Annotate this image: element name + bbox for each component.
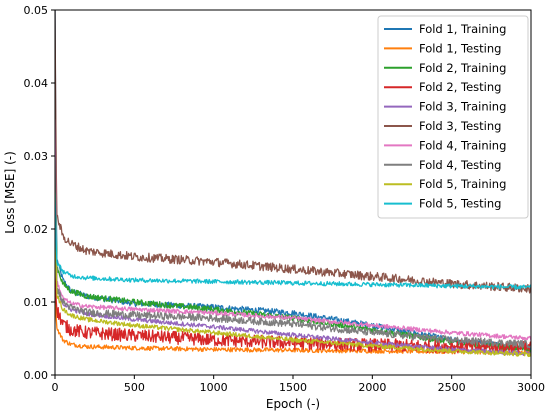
x-axis: 0 500 1000 1500 2000 2500 3000: [52, 375, 545, 394]
legend-entry: Fold 2, Training: [419, 61, 506, 75]
y-tick-label: 0.05: [24, 4, 49, 17]
x-tick-label: 0: [52, 381, 59, 394]
legend-box: [377, 15, 529, 219]
y-tick-label: 0.03: [24, 150, 49, 163]
y-axis: 0.00 0.01 0.02 0.03 0.04 0.05: [24, 4, 55, 382]
legend-entry: Fold 3, Training: [419, 100, 506, 114]
legend-entry: Fold 5, Testing: [419, 197, 501, 211]
legend-entry: Fold 4, Testing: [419, 158, 501, 172]
legend-entry: Fold 2, Testing: [419, 80, 501, 94]
x-tick-label: 2500: [438, 381, 466, 394]
legend-entry: Fold 5, Training: [419, 177, 506, 191]
x-tick-label: 2000: [358, 381, 386, 394]
x-tick-label: 1500: [279, 381, 307, 394]
y-tick-label: 0.02: [24, 223, 49, 236]
legend-entry: Fold 1, Testing: [419, 41, 501, 55]
series-line-6: [55, 10, 531, 294]
legend-entry: Fold 1, Training: [419, 22, 506, 36]
x-axis-label: Epoch (-): [266, 397, 320, 411]
legend-entry: Fold 4, Training: [419, 138, 506, 152]
series-line-7: [55, 119, 531, 341]
series-line-9: [55, 192, 531, 358]
x-tick-label: 1000: [200, 381, 228, 394]
series-line-8: [55, 155, 531, 349]
series-line-10: [55, 192, 531, 290]
y-tick-label: 0.01: [24, 296, 49, 309]
series-layer: [55, 10, 531, 358]
legend: Fold 1, Training Fold 1, Testing Fold 2, T…: [377, 15, 529, 219]
series-line-5: [55, 155, 531, 357]
x-tick-label: 500: [124, 381, 145, 394]
y-axis-label: Loss [MSE] (-): [3, 151, 17, 234]
legend-entry: Fold 3, Testing: [419, 119, 501, 133]
y-tick-label: 0.04: [24, 77, 49, 90]
y-tick-label: 0.00: [24, 369, 49, 382]
x-tick-label: 3000: [517, 381, 545, 394]
